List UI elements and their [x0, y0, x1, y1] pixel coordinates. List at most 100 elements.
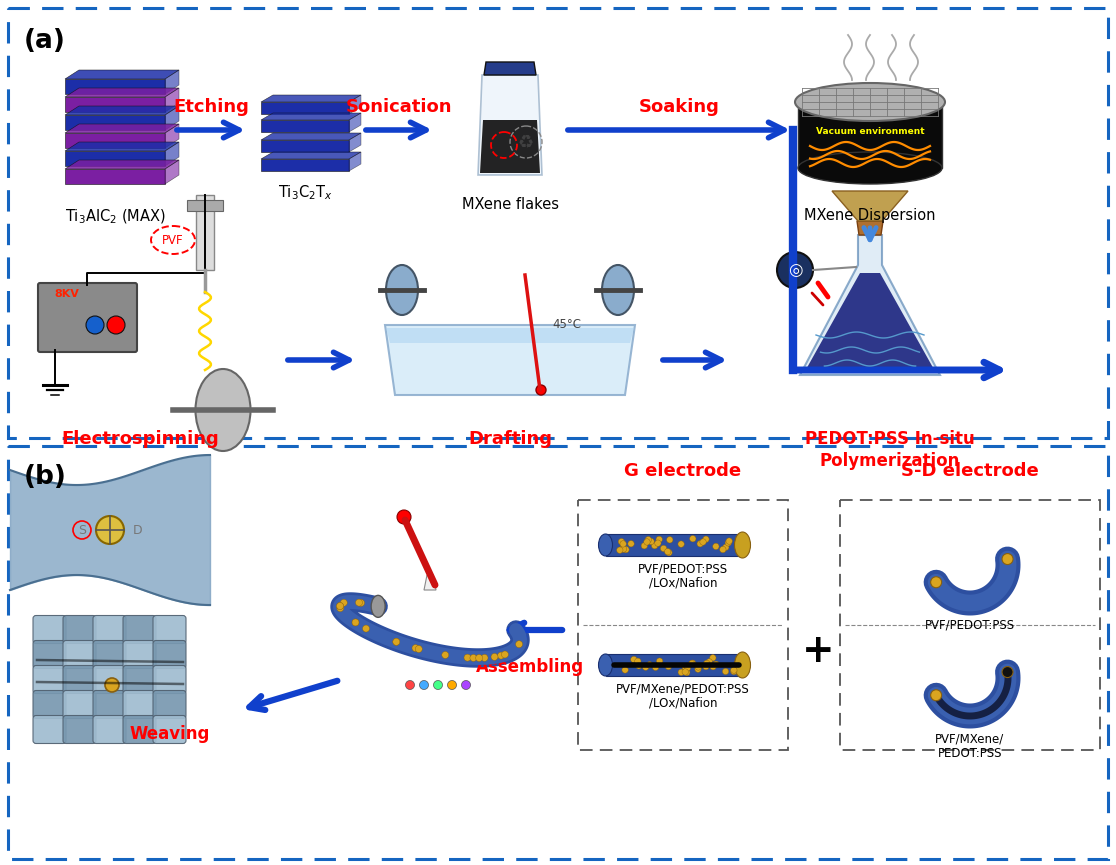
Bar: [8, 446, 1108, 859]
Text: 8KV: 8KV: [54, 289, 79, 299]
Polygon shape: [261, 95, 360, 102]
Text: ♻: ♻: [518, 135, 535, 153]
FancyBboxPatch shape: [153, 715, 186, 744]
Circle shape: [363, 625, 369, 632]
Circle shape: [648, 538, 654, 545]
FancyBboxPatch shape: [33, 690, 66, 719]
Circle shape: [666, 549, 672, 556]
Circle shape: [710, 655, 716, 661]
Circle shape: [357, 599, 365, 606]
Polygon shape: [65, 70, 179, 79]
Circle shape: [698, 541, 703, 547]
Text: Ti$_3$AlC$_2$ (MAX): Ti$_3$AlC$_2$ (MAX): [65, 208, 165, 227]
Circle shape: [475, 655, 482, 662]
FancyBboxPatch shape: [62, 616, 96, 644]
FancyBboxPatch shape: [33, 640, 66, 669]
FancyBboxPatch shape: [62, 715, 96, 744]
Circle shape: [695, 666, 701, 672]
Circle shape: [677, 541, 684, 548]
Polygon shape: [165, 142, 179, 166]
Circle shape: [1002, 667, 1013, 677]
Circle shape: [690, 660, 695, 666]
Circle shape: [337, 605, 344, 612]
FancyBboxPatch shape: [93, 715, 126, 744]
Polygon shape: [261, 152, 360, 159]
Polygon shape: [349, 152, 360, 171]
FancyBboxPatch shape: [123, 640, 156, 669]
Circle shape: [617, 547, 623, 554]
Text: +: +: [801, 632, 835, 670]
FancyBboxPatch shape: [93, 616, 126, 644]
Circle shape: [931, 577, 942, 587]
Polygon shape: [65, 160, 179, 169]
Text: PVF/MXene/
PEDOT:PSS: PVF/MXene/ PEDOT:PSS: [935, 732, 1004, 760]
Polygon shape: [480, 120, 540, 173]
Ellipse shape: [598, 534, 613, 556]
Circle shape: [536, 385, 546, 395]
Polygon shape: [65, 151, 165, 166]
Circle shape: [393, 638, 400, 645]
Polygon shape: [165, 70, 179, 94]
Circle shape: [643, 664, 648, 670]
Text: (a): (a): [25, 28, 66, 54]
Circle shape: [620, 541, 626, 547]
Polygon shape: [165, 124, 179, 148]
Circle shape: [682, 663, 689, 670]
Circle shape: [720, 547, 727, 553]
Polygon shape: [196, 195, 214, 270]
FancyBboxPatch shape: [33, 616, 66, 644]
Circle shape: [713, 661, 720, 668]
Circle shape: [352, 619, 359, 626]
Circle shape: [352, 619, 359, 626]
Circle shape: [641, 542, 647, 549]
Circle shape: [706, 658, 712, 665]
Polygon shape: [187, 200, 223, 211]
Text: ◎: ◎: [788, 261, 802, 279]
Circle shape: [722, 544, 729, 550]
Bar: [840, 500, 1100, 750]
Circle shape: [731, 669, 737, 675]
Polygon shape: [261, 140, 349, 152]
Circle shape: [931, 689, 942, 701]
FancyBboxPatch shape: [123, 616, 156, 644]
Circle shape: [501, 651, 509, 658]
Polygon shape: [833, 191, 908, 221]
Circle shape: [703, 663, 709, 670]
Text: Weaving: Weaving: [129, 725, 210, 743]
FancyBboxPatch shape: [153, 665, 186, 694]
Circle shape: [682, 669, 689, 675]
Circle shape: [695, 663, 702, 670]
Circle shape: [464, 654, 471, 661]
Polygon shape: [606, 654, 742, 676]
FancyBboxPatch shape: [123, 690, 156, 719]
Circle shape: [491, 653, 498, 660]
Polygon shape: [804, 273, 936, 373]
Circle shape: [105, 678, 119, 692]
Text: PVF: PVF: [162, 234, 184, 247]
Polygon shape: [65, 115, 165, 130]
Circle shape: [684, 670, 690, 676]
Circle shape: [337, 603, 344, 610]
Circle shape: [623, 547, 629, 553]
Circle shape: [679, 670, 684, 676]
FancyBboxPatch shape: [62, 665, 96, 694]
Text: S: S: [78, 523, 86, 536]
Polygon shape: [65, 79, 165, 94]
Text: G: G: [105, 523, 115, 536]
Circle shape: [448, 681, 456, 689]
Circle shape: [618, 539, 625, 545]
Circle shape: [619, 546, 626, 552]
Polygon shape: [261, 133, 360, 140]
Text: Drafting: Drafting: [468, 430, 552, 448]
Circle shape: [711, 662, 718, 669]
Polygon shape: [261, 113, 360, 120]
Polygon shape: [261, 120, 349, 132]
Text: S-D electrode: S-D electrode: [901, 462, 1039, 480]
Circle shape: [655, 540, 661, 547]
Bar: [578, 500, 788, 750]
Polygon shape: [857, 221, 883, 235]
Polygon shape: [65, 106, 179, 115]
Circle shape: [628, 541, 634, 547]
Polygon shape: [386, 328, 634, 343]
Ellipse shape: [602, 265, 634, 315]
